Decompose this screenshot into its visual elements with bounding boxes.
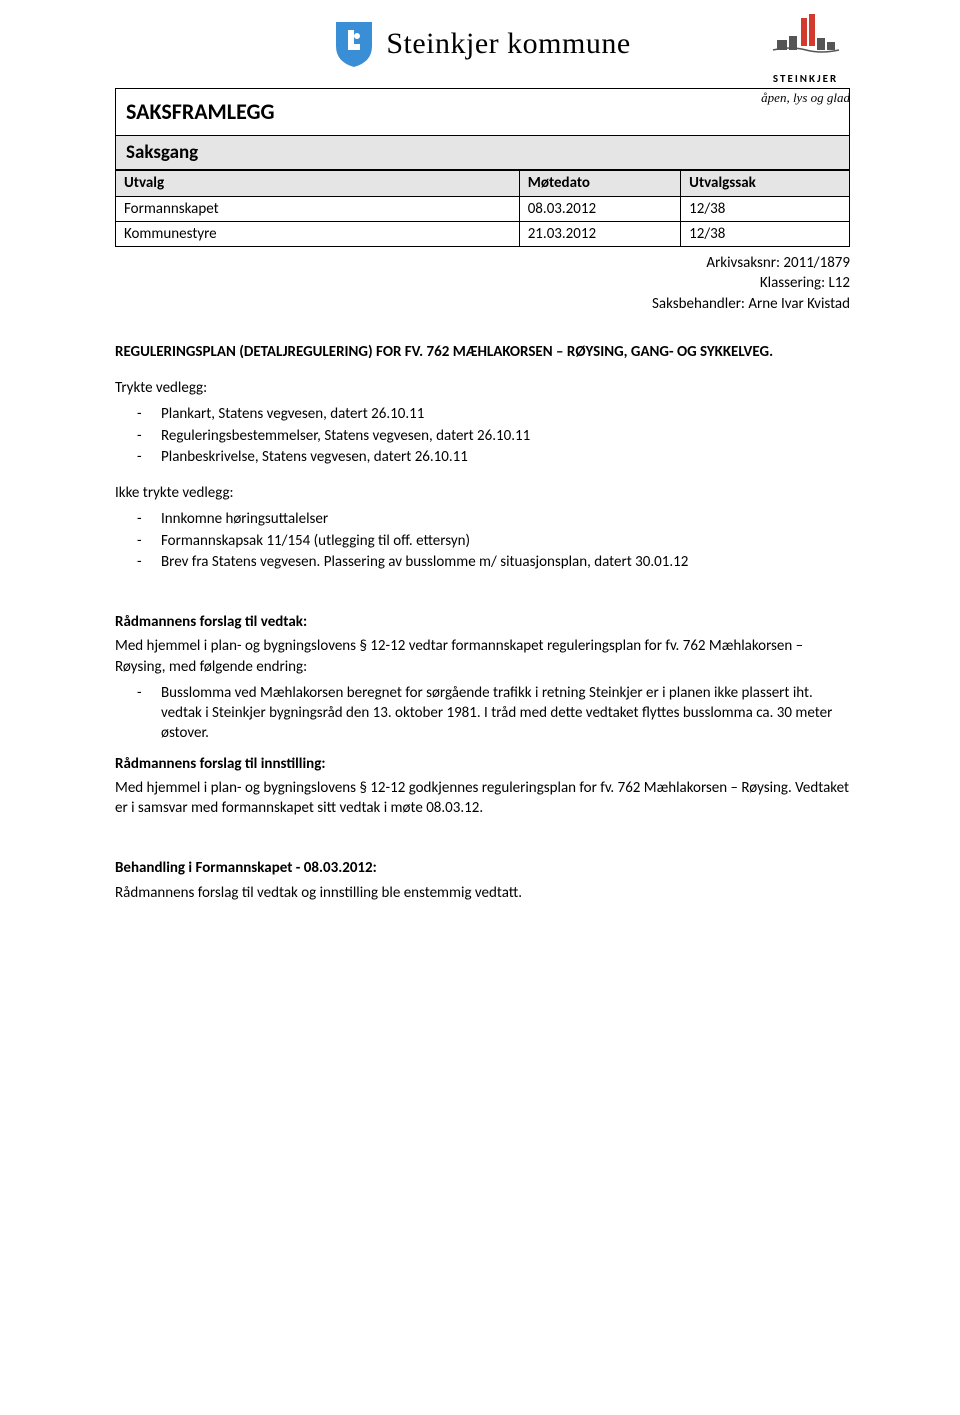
ikke-trykte-vedlegg-list: Innkomne høringsuttalelser Formannskapsa… [115,509,850,572]
list-item: Reguleringsbestemmelser, Statens vegvese… [115,426,850,446]
col-utvalg: Utvalg [116,171,520,196]
cell: 12/38 [681,196,850,221]
sub-title: Saksgang [116,136,849,170]
list-item: Brev fra Statens vegvesen. Plassering av… [115,552,850,572]
list-item: Innkomne høringsuttalelser [115,509,850,529]
document-page: Steinkjer kommune STEINKJER åpen, lys og… [0,0,960,947]
table-header-row: Utvalg Møtedato Utvalgssak [116,171,850,196]
col-utvalgssak: Utvalgssak [681,171,850,196]
table-row: Kommunestyre 21.03.2012 12/38 [116,221,850,246]
case-meta: Arkivsaksnr: 2011/1879 Klassering: L12 S… [115,253,850,314]
title-box: SAKSFRAMLEGG Saksgang [115,88,850,170]
innstilling-heading: Rådmannens forslag til innstilling: [115,754,850,774]
cell: Formannskapet [116,196,520,221]
org-small-name: STEINKJER [761,72,850,87]
col-motedato: Møtedato [519,171,680,196]
saksbehandler: Saksbehandler: Arne Ivar Kvistad [115,294,850,314]
list-item: Formannskapsak 11/154 (utlegging til off… [115,531,850,551]
main-title: SAKSFRAMLEGG [116,89,849,136]
innstilling-section: Rådmannens forslag til innstilling: Med … [115,754,850,819]
cell: 21.03.2012 [519,221,680,246]
meeting-table: Utvalg Møtedato Utvalgssak Formannskapet… [115,170,850,247]
letterhead-right: STEINKJER åpen, lys og glad [761,14,850,107]
list-item: Planbeskrivelse, Statens vegvesen, dater… [115,447,850,467]
trykte-vedlegg-list: Plankart, Statens vegvesen, datert 26.10… [115,404,850,467]
org-name: Steinkjer kommune [386,24,630,65]
cell: 08.03.2012 [519,196,680,221]
behandling-para: Rådmannens forslag til vedtak og innstil… [115,883,850,903]
innstilling-para: Med hjemmel i plan- og bygningslovens § … [115,778,850,819]
vedtak-heading: Rådmannens forslag til vedtak: [115,612,850,632]
arkivsaksnr: Arkivsaksnr: 2011/1879 [115,253,850,273]
table-row: Formannskapet 08.03.2012 12/38 [116,196,850,221]
klassering: Klassering: L12 [115,273,850,293]
letterhead: Steinkjer kommune STEINKJER åpen, lys og… [115,20,850,68]
letterhead-center: Steinkjer kommune [334,20,630,68]
city-skyline-icon [771,14,841,64]
vedtak-bullets: Busslomma ved Mæhlakorsen beregnet for s… [115,683,850,744]
cell: 12/38 [681,221,850,246]
cell: Kommunestyre [116,221,520,246]
shield-icon [334,20,374,68]
list-item: Busslomma ved Mæhlakorsen beregnet for s… [115,683,850,744]
vedtak-para: Med hjemmel i plan- og bygningslovens § … [115,636,850,677]
list-item: Plankart, Statens vegvesen, datert 26.10… [115,404,850,424]
trykte-vedlegg-label: Trykte vedlegg: [115,378,850,398]
vedtak-section: Rådmannens forslag til vedtak: Med hjemm… [115,612,850,744]
tagline: åpen, lys og glad [761,89,850,107]
behandling-heading: Behandling i Formannskapet - 08.03.2012: [115,858,850,878]
behandling-section: Behandling i Formannskapet - 08.03.2012:… [115,858,850,903]
ikke-trykte-vedlegg-label: Ikke trykte vedlegg: [115,483,850,503]
document-title: REGULERINGSPLAN (DETALJREGULERING) FOR F… [115,342,850,362]
